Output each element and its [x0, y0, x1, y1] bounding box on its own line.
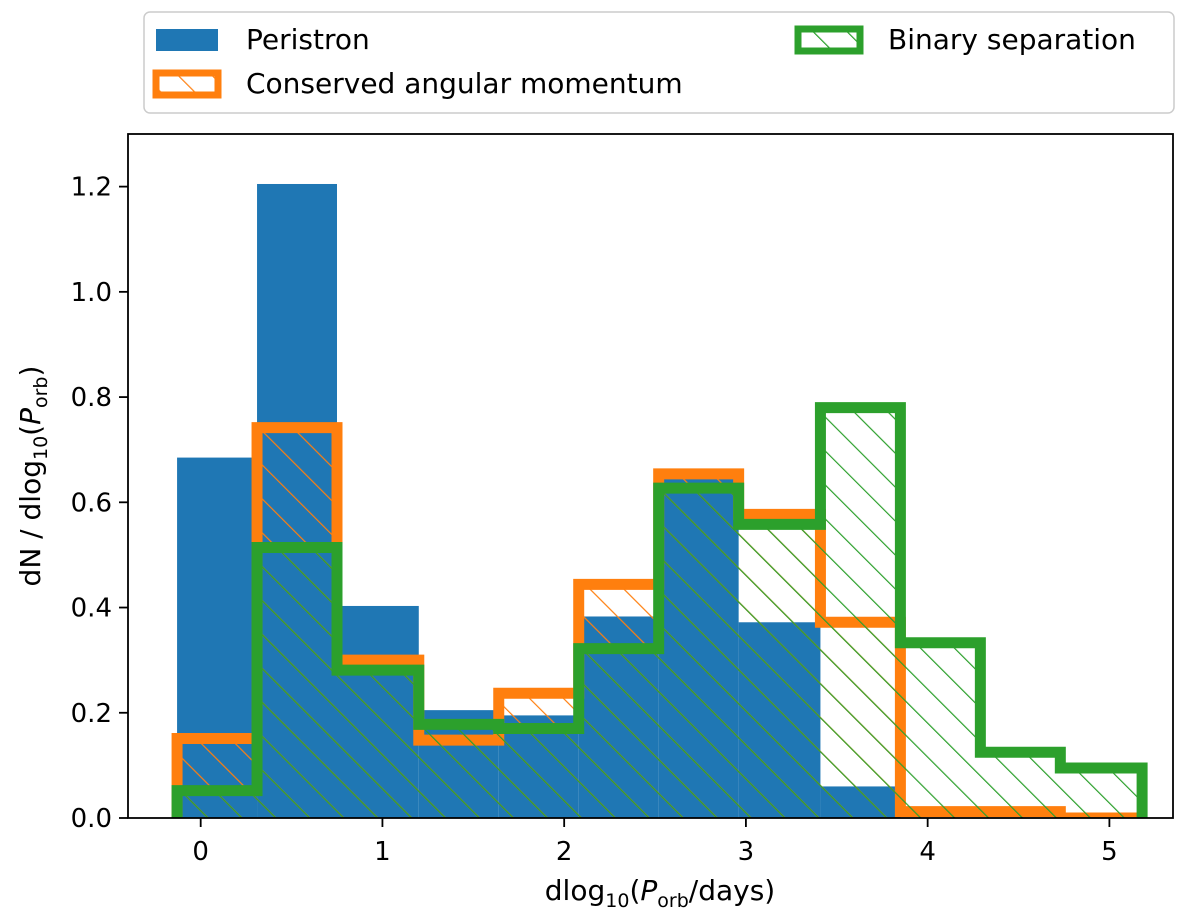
- legend-entry-conserved-angular-momentum: Conserved angular momentum: [152, 67, 683, 100]
- y-tick-label: 0.0: [71, 804, 112, 834]
- legend-swatch-conserved: [152, 69, 222, 99]
- plot-frame: [127, 133, 1174, 819]
- legend-box: [143, 11, 1175, 114]
- y-axis-label: dN / dlog10(Porb): [14, 366, 52, 587]
- y-tick-label: 1.0: [71, 278, 112, 308]
- legend-entry-binary-separation: Binary separation: [794, 23, 1136, 56]
- legend-swatch-peristron: [156, 29, 218, 51]
- legend-swatch-binary: [794, 25, 864, 55]
- chart-marks: [171, 183, 1148, 818]
- y-tick-label: 1.2: [71, 173, 112, 203]
- legend-entry-peristron: Peristron: [156, 23, 370, 56]
- y-tick-label: 0.2: [71, 699, 112, 729]
- step-outline-binary: [171, 402, 1148, 818]
- x-tick-label: 2: [556, 837, 573, 867]
- y-tick-label: 0.8: [71, 383, 112, 413]
- x-tick-label: 5: [1101, 837, 1118, 867]
- y-tick-label: 0.6: [71, 488, 112, 518]
- legend: Peristron Conserved angular momentum Bin…: [143, 11, 1175, 114]
- x-tick-label: 1: [374, 837, 391, 867]
- x-axis-label: dlog10(Porb/days): [545, 874, 775, 912]
- x-tick-label: 0: [192, 837, 209, 867]
- legend-label-conserved: Conserved angular momentum: [246, 67, 683, 100]
- x-tick-label: 3: [738, 837, 755, 867]
- legend-label-peristron: Peristron: [246, 23, 370, 56]
- x-tick-label: 4: [919, 837, 936, 867]
- y-tick-label: 0.4: [71, 594, 112, 624]
- legend-label-binary: Binary separation: [888, 23, 1136, 56]
- axis-ticks: 0 1 2 3 4 5 0.0 0.2 0.4 0.6 0.8 1.0 1.2: [71, 173, 1118, 867]
